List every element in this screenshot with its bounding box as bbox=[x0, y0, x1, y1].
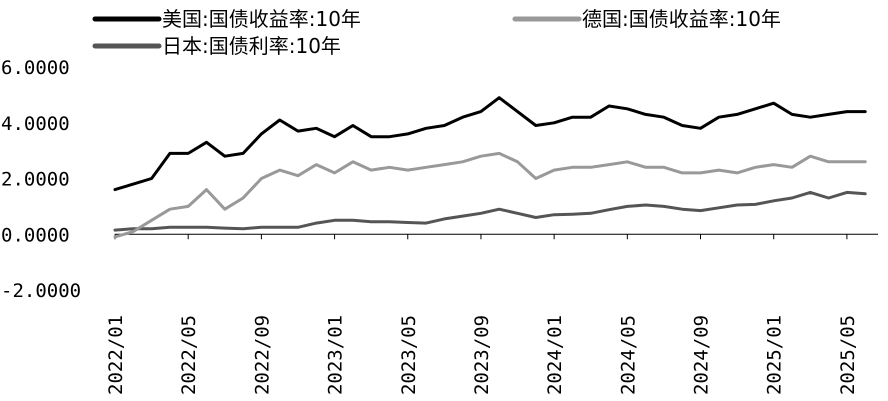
y-tick-label: 2.0000 bbox=[1, 169, 70, 191]
y-axis: 6.0000 4.0000 2.0000 0.0000 -2.0000 bbox=[1, 57, 81, 302]
y-tick-label: -2.0000 bbox=[1, 280, 81, 302]
x-tick-label: 2022/09 bbox=[251, 315, 273, 395]
x-tick-label: 2022/05 bbox=[178, 315, 200, 395]
legend: 美国:国债收益率:10年 德国:国债收益率:10年 日本:国债利率:10年 bbox=[92, 7, 781, 58]
series-line-0 bbox=[113, 96, 867, 192]
x-tick-label: 2025/05 bbox=[837, 315, 859, 395]
y-tick-label: 6.0000 bbox=[1, 57, 70, 79]
x-tick-label: 2024/09 bbox=[691, 315, 713, 395]
legend-label-jp: 日本:国债利率:10年 bbox=[162, 34, 341, 58]
series-line-2 bbox=[113, 190, 867, 232]
x-tick-label: 2023/09 bbox=[471, 315, 493, 395]
x-axis: 2022/01 2022/05 2022/09 2023/01 2023/05 2023/… bbox=[105, 233, 878, 395]
x-tick-label: 2024/05 bbox=[617, 315, 639, 395]
legend-label-de: 德国:国债收益率:10年 bbox=[582, 7, 781, 31]
x-tick-label: 2025/01 bbox=[764, 315, 786, 395]
plot-area bbox=[113, 96, 867, 239]
y-tick-label: 0.0000 bbox=[1, 224, 70, 246]
x-tick-label: 2022/01 bbox=[105, 315, 127, 395]
legend-label-us: 美国:国债收益率:10年 bbox=[162, 7, 361, 31]
y-tick-label: 4.0000 bbox=[1, 113, 70, 135]
x-tick-label: 2024/01 bbox=[544, 315, 566, 395]
x-tick-label: 2023/05 bbox=[398, 315, 420, 395]
x-tick-label: 2023/01 bbox=[325, 315, 347, 395]
series-line-1 bbox=[113, 151, 867, 239]
